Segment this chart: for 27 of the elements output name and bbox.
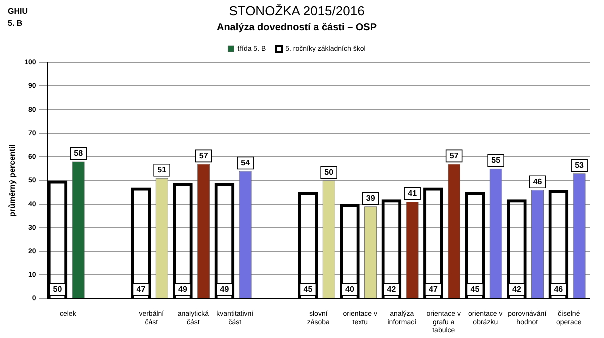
text: GHIU bbox=[8, 6, 28, 18]
data-label: 45 bbox=[470, 285, 480, 294]
data-label: 42 bbox=[512, 285, 522, 294]
data-label: 47 bbox=[428, 285, 438, 294]
data-label: 50 bbox=[324, 168, 334, 177]
chart-subtitle: Analýza dovedností a části – OSP bbox=[216, 22, 378, 34]
data-label: 40 bbox=[345, 285, 355, 294]
data-label: 58 bbox=[74, 149, 84, 158]
data-label: 46 bbox=[533, 177, 543, 186]
y-axis-title: průměrný percentil bbox=[8, 144, 18, 217]
data-label: 49 bbox=[178, 285, 188, 294]
data-label: 42 bbox=[387, 285, 397, 294]
data-label: 41 bbox=[408, 189, 418, 198]
data-label: 47 bbox=[136, 285, 146, 294]
data-label: 57 bbox=[450, 151, 460, 160]
data-label: 51 bbox=[158, 166, 168, 175]
data-label: 53 bbox=[575, 160, 585, 170]
data-label: 55 bbox=[492, 156, 502, 166]
chart-title: STONOŽKA 2015/2016 bbox=[229, 3, 365, 18]
data-label: 46 bbox=[554, 285, 564, 294]
data-label: 57 bbox=[199, 151, 209, 160]
data-label: 54 bbox=[241, 158, 251, 168]
text: 5. B bbox=[8, 18, 24, 30]
data-label: 50 bbox=[53, 285, 63, 294]
data-label: 39 bbox=[366, 194, 376, 203]
data-label: 45 bbox=[304, 285, 314, 294]
data-label: 49 bbox=[220, 285, 230, 294]
